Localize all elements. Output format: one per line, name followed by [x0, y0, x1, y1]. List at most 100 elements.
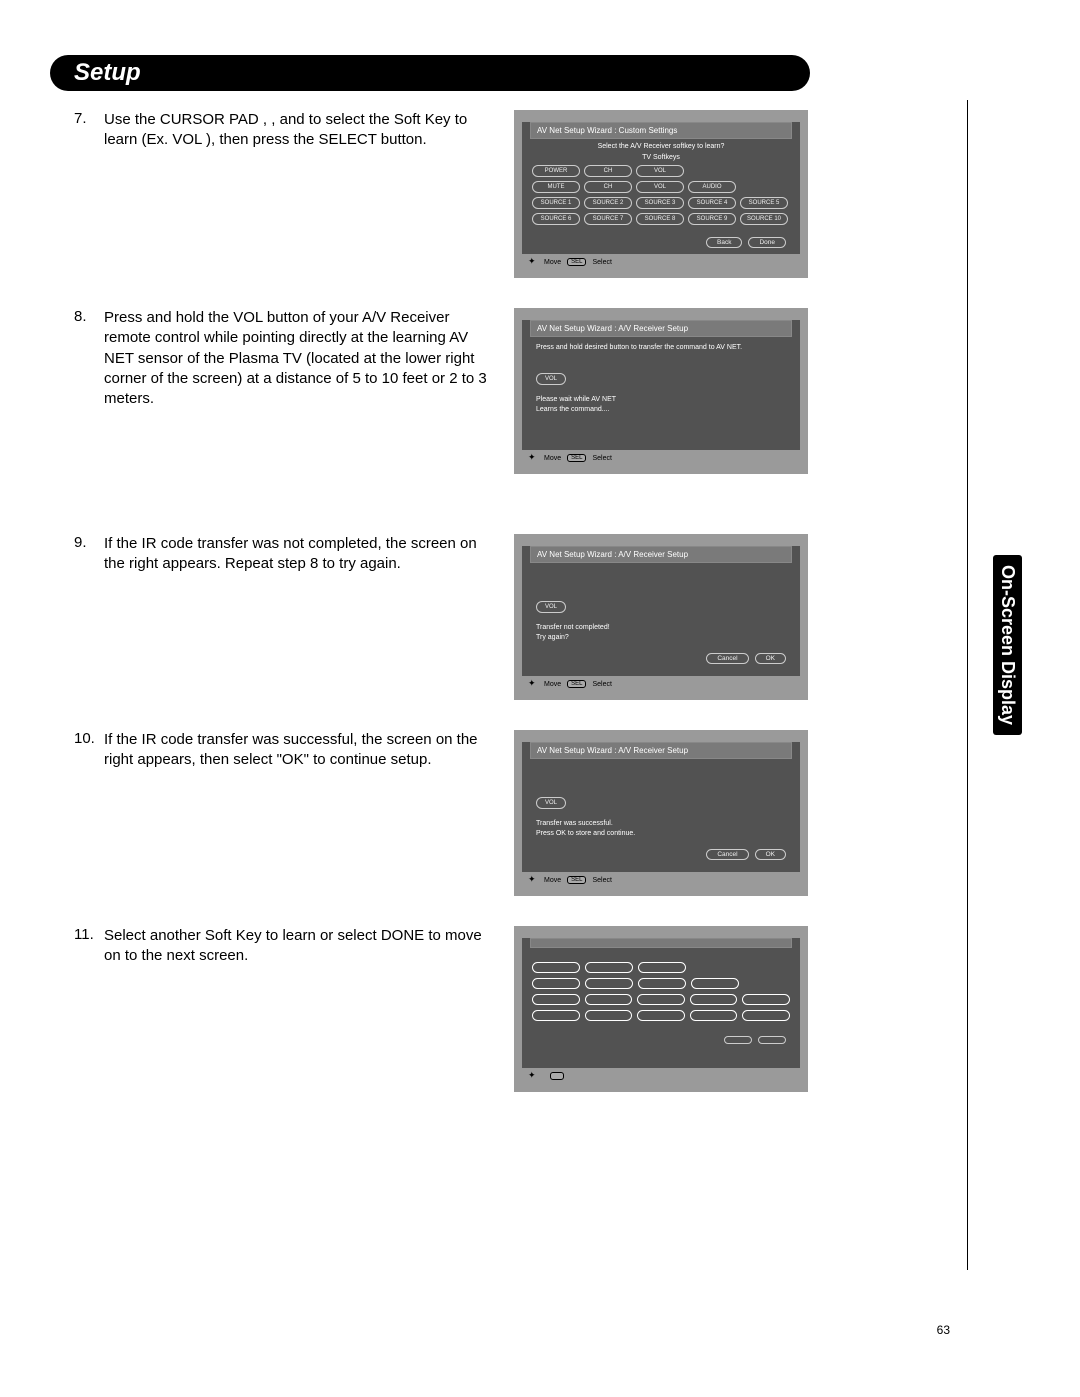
tv-title: AV Net Setup Wizard : A/V Receiver Setup	[530, 742, 792, 759]
foot-select: Select	[592, 259, 611, 266]
softkey-ch-down[interactable]: CH	[584, 181, 632, 193]
content-area: 7. Use the CURSOR PAD , , and to select …	[74, 110, 944, 1116]
side-tab-label: On-Screen Display	[993, 555, 1022, 735]
step-7: 7. Use the CURSOR PAD , , and to select …	[74, 110, 944, 278]
step-number: 9.	[74, 534, 104, 700]
step-number: 7.	[74, 110, 104, 278]
softkey-blank[interactable]	[742, 994, 790, 1005]
foot-select: Select	[592, 877, 611, 884]
softkey-source10[interactable]: SOURCE 10	[740, 213, 788, 225]
softkey-blank[interactable]	[690, 1010, 738, 1021]
softkey-blank[interactable]	[691, 978, 739, 989]
softkey-vol-down[interactable]: VOL	[636, 181, 684, 193]
step-number: 10.	[74, 730, 104, 896]
ok-button[interactable]: OK	[755, 653, 786, 664]
softkey-power[interactable]: POWER	[532, 165, 580, 177]
softkey-blank[interactable]	[638, 962, 686, 973]
move-icon	[528, 679, 538, 689]
softkey-blank[interactable]	[690, 994, 738, 1005]
back-button[interactable]	[724, 1036, 752, 1044]
step-text: Select another Soft Key to learn or sele…	[104, 926, 492, 1092]
tv-screen-7: AV Net Setup Wizard : Custom Settings Se…	[514, 110, 808, 278]
tv-sub2: TV Softkeys	[522, 152, 800, 163]
foot-move: Move	[544, 259, 561, 266]
softkey-blank[interactable]	[585, 994, 633, 1005]
softkey-audio[interactable]: AUDIO	[688, 181, 736, 193]
softkey-source8[interactable]: SOURCE 8	[636, 213, 684, 225]
softkey-source6[interactable]: SOURCE 6	[532, 213, 580, 225]
softkey-source9[interactable]: SOURCE 9	[688, 213, 736, 225]
softkey-source1[interactable]: SOURCE 1	[532, 197, 580, 209]
done-button[interactable]	[758, 1036, 786, 1044]
cancel-button[interactable]: Cancel	[706, 653, 748, 664]
softkey-blank[interactable]	[532, 1010, 580, 1021]
tv-title: AV Net Setup Wizard : A/V Receiver Setup	[530, 546, 792, 563]
step-9: 9. If the IR code transfer was not compl…	[74, 534, 944, 700]
sel-icon: SEL	[567, 454, 586, 462]
sel-icon	[550, 1072, 564, 1080]
vol-chip[interactable]: VOL	[536, 373, 566, 385]
tv-footer: Move SEL Select	[522, 450, 800, 466]
move-icon	[528, 875, 538, 885]
tv-body1: Press and hold desired button to transfe…	[536, 343, 786, 353]
vol-chip[interactable]: VOL	[536, 601, 566, 613]
foot-select: Select	[592, 455, 611, 462]
sel-icon: SEL	[567, 680, 586, 688]
tv-screen-8: AV Net Setup Wizard : A/V Receiver Setup…	[514, 308, 808, 474]
step-number: 8.	[74, 308, 104, 474]
softkey-blank[interactable]	[585, 978, 633, 989]
tv-title	[530, 938, 792, 948]
step-text: Press and hold the VOL button of your A/…	[104, 308, 492, 474]
tv-screen-10: AV Net Setup Wizard : A/V Receiver Setup…	[514, 730, 808, 896]
header-title: Setup	[74, 59, 141, 87]
softkey-blank[interactable]	[742, 1010, 790, 1021]
foot-move: Move	[544, 681, 561, 688]
softkey-source3[interactable]: SOURCE 3	[636, 197, 684, 209]
foot-select: Select	[592, 681, 611, 688]
vertical-divider	[967, 100, 968, 1270]
tv-title: AV Net Setup Wizard : Custom Settings	[530, 122, 792, 139]
softkey-grid: POWER CH VOL MUTE CH VOL AUDIO SOURCE 1	[522, 163, 800, 231]
tv-sub1: Select the A/V Receiver softkey to learn…	[522, 141, 800, 152]
sel-icon: SEL	[567, 258, 586, 266]
step-text: If the IR code transfer was successful, …	[104, 730, 492, 896]
softkey-blank[interactable]	[585, 962, 633, 973]
step-text: Use the CURSOR PAD , , and to select the…	[104, 110, 492, 278]
softkey-source4[interactable]: SOURCE 4	[688, 197, 736, 209]
move-icon	[528, 453, 538, 463]
softkey-blank[interactable]	[532, 962, 580, 973]
tv-title: AV Net Setup Wizard : A/V Receiver Setup	[530, 320, 792, 337]
done-button[interactable]: Done	[748, 237, 786, 248]
ok-button[interactable]: OK	[755, 849, 786, 860]
cancel-button[interactable]: Cancel	[706, 849, 748, 860]
softkey-blank[interactable]	[585, 1010, 633, 1021]
tv-footer	[522, 1068, 800, 1084]
softkey-blank[interactable]	[532, 978, 580, 989]
tv-screen-11	[514, 926, 808, 1092]
softkey-blank[interactable]	[637, 1010, 685, 1021]
tv-body2: Please wait while AV NET Learns the comm…	[536, 395, 786, 415]
vol-chip[interactable]: VOL	[536, 797, 566, 809]
foot-move: Move	[544, 877, 561, 884]
page-number: 63	[937, 1323, 950, 1337]
step-11: 11. Select another Soft Key to learn or …	[74, 926, 944, 1092]
header-pill: Setup	[50, 55, 810, 91]
step-text: If the IR code transfer was not complete…	[104, 534, 492, 700]
foot-move: Move	[544, 455, 561, 462]
softkey-source7[interactable]: SOURCE 7	[584, 213, 632, 225]
back-button[interactable]: Back	[706, 237, 742, 248]
step-number: 11.	[74, 926, 104, 1092]
softkey-blank[interactable]	[637, 994, 685, 1005]
softkey-source5[interactable]: SOURCE 5	[740, 197, 788, 209]
softkey-mute[interactable]: MUTE	[532, 181, 580, 193]
step-10: 10. If the IR code transfer was successf…	[74, 730, 944, 896]
tv-body2: Transfer was successful. Press OK to sto…	[536, 819, 786, 839]
tv-footer: Move SEL Select	[522, 872, 800, 888]
softkey-blank[interactable]	[532, 994, 580, 1005]
softkey-source2[interactable]: SOURCE 2	[584, 197, 632, 209]
empty-softkey-grid	[522, 956, 800, 1030]
tv-body2: Transfer not completed! Try again?	[536, 623, 786, 643]
softkey-blank[interactable]	[638, 978, 686, 989]
softkey-vol-up[interactable]: VOL	[636, 165, 684, 177]
softkey-ch-up[interactable]: CH	[584, 165, 632, 177]
